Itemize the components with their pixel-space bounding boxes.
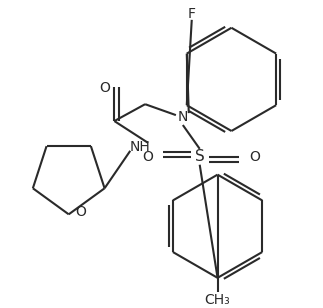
- Text: O: O: [99, 81, 110, 95]
- Text: N: N: [178, 110, 188, 124]
- Text: CH₃: CH₃: [205, 293, 230, 307]
- Text: O: O: [249, 150, 260, 164]
- Text: O: O: [143, 150, 153, 164]
- Text: F: F: [188, 7, 196, 21]
- Text: O: O: [75, 205, 86, 219]
- Text: NH: NH: [130, 140, 151, 154]
- Text: S: S: [195, 149, 204, 164]
